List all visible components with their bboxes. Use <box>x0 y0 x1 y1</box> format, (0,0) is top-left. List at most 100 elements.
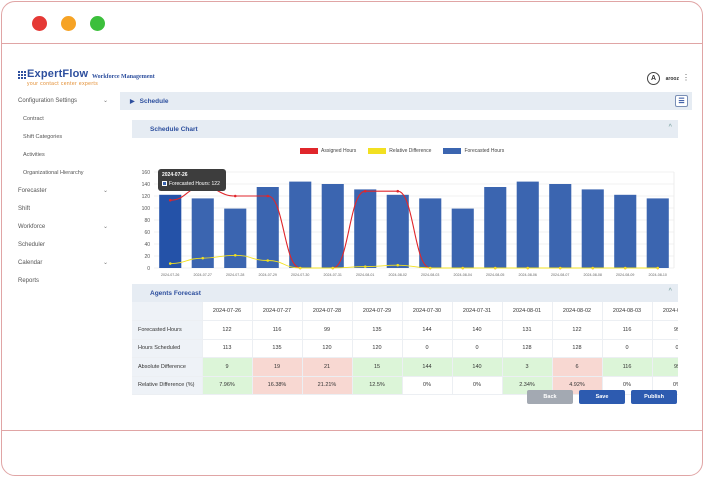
table-row: Forecasted Hours 122 116 99 135 144 140 131 122 1… <box>132 320 678 340</box>
table-cell: 144 <box>402 320 453 340</box>
legend-label: Forecasted Hours <box>464 148 505 154</box>
chevron-down-icon[interactable]: ⌄ <box>102 98 108 104</box>
forecast-bar <box>224 208 247 268</box>
table-cell: 128 <box>552 339 603 358</box>
table-cell: 6 <box>552 357 603 377</box>
chevron-down-icon[interactable]: ⌄ <box>102 224 108 230</box>
legend-item[interactable]: Relative Difference <box>368 148 431 154</box>
series-point <box>266 194 270 198</box>
chart-legend: Assigned Hours Relative Difference Forecas… <box>300 148 504 154</box>
table-row: Absolute Difference91921151441403611699 <box>132 357 678 377</box>
table-cell: 116 <box>602 320 653 340</box>
maximize-window-dot[interactable] <box>90 16 105 31</box>
minimize-window-dot[interactable] <box>61 16 76 31</box>
date-column-header: 2024-08-04 <box>652 302 678 321</box>
x-tick-label: 2024-07-27 <box>194 273 212 277</box>
table-cell: 113 <box>202 339 253 358</box>
date-column-header: 2024-07-27 <box>252 302 303 321</box>
sidebar: Configuration Settings ⌄ Contract Shift Cat… <box>16 92 116 290</box>
expand-triangle-icon: ▶ <box>130 98 135 105</box>
more-options-icon[interactable]: ⋮ <box>682 73 690 82</box>
date-column-header: 2024-08-01 <box>502 302 553 321</box>
agents-forecast-table-wrap[interactable]: 2024-07-26 2024-07-27 2024-07-28 2024-07-29… <box>132 302 678 400</box>
series-point <box>623 266 627 270</box>
schedule-chart: Assigned Hours Relative Difference Forecas… <box>132 148 678 278</box>
series-point <box>396 263 400 267</box>
close-window-dot[interactable] <box>32 16 47 31</box>
sidebar-item[interactable]: Shift Categories <box>16 128 116 146</box>
y-tick-label: 20 <box>144 254 150 260</box>
agents-forecast-title: Agents Forecast <box>150 289 201 297</box>
sidebar-item[interactable]: Reports <box>16 272 116 290</box>
series-point <box>591 266 595 270</box>
table-cell: 140 <box>452 320 503 340</box>
forecast-bar <box>451 208 474 268</box>
back-button[interactable]: Back <box>527 390 573 404</box>
table-cell: 7.96% <box>202 376 253 395</box>
date-column-header: 2024-07-26 <box>202 302 253 321</box>
legend-swatch <box>300 148 318 154</box>
sidebar-item[interactable]: Forecaster ⌄ <box>16 182 116 200</box>
table-cell: 131 <box>502 320 553 340</box>
logo-text: ExpertFlow <box>27 68 89 80</box>
series-point <box>233 253 237 257</box>
sidebar-item[interactable]: Organizational Hierarchy <box>16 164 116 182</box>
table-cell: 99 <box>302 320 353 340</box>
frame-divider-bottom <box>2 430 702 431</box>
sidebar-item[interactable]: Contract <box>16 110 116 128</box>
sidebar-item[interactable]: Scheduler <box>16 236 116 254</box>
sidebar-item[interactable]: Activities <box>16 146 116 164</box>
sidebar-item-label: Configuration Settings <box>18 98 78 104</box>
sidebar-item[interactable]: Calendar ⌄ <box>16 254 116 272</box>
sidebar-item-label: Shift <box>18 206 31 212</box>
forecast-bar <box>191 198 214 268</box>
sidebar-item[interactable]: Shift <box>16 200 116 218</box>
sidebar-item-label: Scheduler <box>18 242 46 248</box>
series-point <box>363 189 367 193</box>
save-button[interactable]: Save <box>579 390 625 404</box>
forecast-bar <box>256 187 279 268</box>
sidebar-item-label: Calendar <box>18 260 43 266</box>
series-point <box>266 259 270 262</box>
y-tick-label: 160 <box>142 170 151 176</box>
menu-icon[interactable]: ☰ <box>675 95 688 107</box>
legend-swatch <box>443 148 462 154</box>
table-row: Hours Scheduled1131351201200012812800 <box>132 339 678 358</box>
forecast-bar <box>614 194 637 268</box>
table-cell: 135 <box>352 320 403 340</box>
sidebar-item-label: Reports <box>18 278 40 284</box>
table-cell: 21 <box>302 357 353 377</box>
sidebar-item[interactable]: Workforce ⌄ <box>16 218 116 236</box>
chevron-down-icon[interactable]: ⌄ <box>102 188 108 194</box>
series-point <box>526 266 530 270</box>
table-cell: 116 <box>252 320 303 340</box>
window-controls <box>32 16 105 31</box>
sidebar-item-label: Organizational Hierarchy <box>23 170 84 176</box>
chevron-up-icon[interactable]: ^ <box>668 288 672 294</box>
x-tick-label: 2024-08-01 <box>356 273 374 277</box>
row-label: Absolute Difference <box>132 357 203 377</box>
username-label[interactable]: arooz <box>665 76 679 82</box>
user-avatar[interactable]: A <box>647 72 660 85</box>
schedule-chart-header[interactable]: Schedule Chart ^ <box>132 120 678 138</box>
publish-button[interactable]: Publish <box>631 390 677 404</box>
main-content: ▶ Schedule ☰ Schedule Chart ^ Assigned H… <box>120 92 692 412</box>
agents-forecast-header[interactable]: Agents Forecast ^ <box>132 284 678 302</box>
table-cell: 12.5% <box>352 376 403 395</box>
legend-item[interactable]: Assigned Hours <box>300 148 356 154</box>
agents-forecast-table: 2024-07-26 2024-07-27 2024-07-28 2024-07-29… <box>132 302 678 395</box>
chevron-down-icon[interactable]: ⌄ <box>102 260 108 266</box>
x-tick-label: 2024-08-03 <box>421 273 439 277</box>
table-corner <box>132 302 203 321</box>
sidebar-item[interactable]: Configuration Settings ⌄ <box>16 92 116 110</box>
chevron-up-icon[interactable]: ^ <box>668 124 672 130</box>
series-point <box>201 256 205 260</box>
legend-item[interactable]: Forecasted Hours <box>443 148 504 154</box>
table-cell: 122 <box>552 320 603 340</box>
row-label: Forecasted Hours <box>132 320 203 340</box>
schedule-section-header[interactable]: ▶ Schedule ☰ <box>120 92 692 110</box>
table-cell: 144 <box>402 357 453 377</box>
action-buttons: Back Save Publish <box>527 390 677 404</box>
frame-divider-top <box>2 43 702 44</box>
